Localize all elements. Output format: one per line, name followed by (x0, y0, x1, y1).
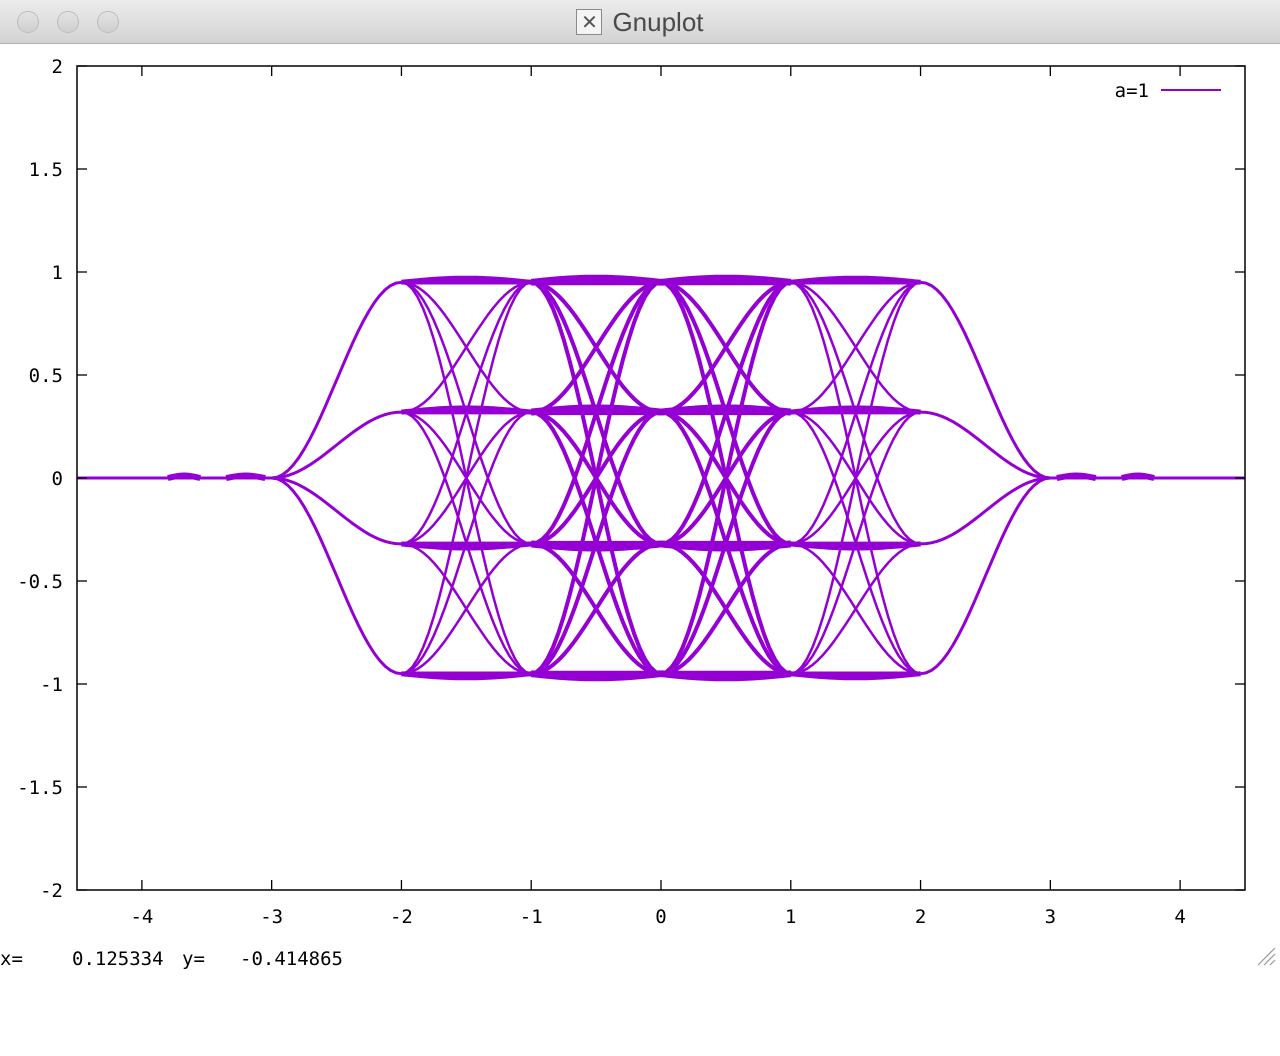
window-title: Gnuplot (612, 6, 704, 37)
close-window-button[interactable] (17, 11, 39, 33)
series-outer-fan (271, 476, 402, 546)
series-braid (530, 280, 662, 546)
plot-canvas[interactable]: -4 -3 -2 -1 0 1 2 3 4 -2 -1.5 -1 -0.5 0 0.5 1 1.5 2 a=1 (0, 44, 1280, 946)
x-tick-label: 2 (915, 906, 926, 928)
series-band (660, 540, 792, 552)
y-tick-label: 0.5 (29, 365, 63, 387)
series-braid (401, 410, 532, 675)
series-band (790, 671, 921, 681)
x-tick-label: -1 (520, 906, 543, 928)
x-tick-label: -3 (260, 906, 283, 928)
minimize-window-button[interactable] (57, 11, 79, 33)
series-band (530, 274, 662, 286)
series-braid (401, 281, 532, 546)
series-outer-fan (920, 476, 1051, 676)
y-tick-label: -1 (40, 674, 63, 696)
series-band (401, 275, 532, 285)
status-y-value: -0.414865 (240, 948, 343, 970)
y-tick-label: 1 (52, 262, 63, 284)
series-tail-lobe (225, 472, 266, 481)
y-axis-ticks: -2 -1.5 -1 -0.5 0 0.5 1 1.5 2 (17, 56, 1245, 902)
x-tick-label: 1 (785, 906, 796, 928)
legend: a=1 (1115, 80, 1221, 102)
series-band (790, 541, 921, 551)
series-outer-fan (920, 280, 1051, 480)
series-braid (660, 541, 792, 676)
series-braid (530, 410, 662, 676)
window-titlebar: ✕ Gnuplot (0, 0, 1280, 44)
series-tail-lobe (1056, 472, 1097, 481)
status-bar: x= 0.125334 y= -0.414865 (0, 946, 1280, 970)
y-tick-label: 0 (52, 468, 63, 490)
y-tick-label: 2 (52, 56, 63, 78)
series-braid (790, 281, 921, 546)
series-band (401, 405, 532, 415)
series-braid (790, 281, 921, 675)
series-band (790, 275, 921, 285)
series-braid (660, 280, 792, 676)
series-braid (401, 281, 532, 414)
series-braid (790, 542, 921, 675)
series-braid (530, 280, 662, 676)
series-band (660, 274, 792, 286)
x-tick-label: 0 (655, 906, 666, 928)
x-tick-label: 4 (1174, 906, 1185, 928)
status-y-label: y= (182, 948, 205, 970)
series-braid (660, 280, 792, 415)
series-outer-fan (920, 476, 1051, 546)
zoom-window-button[interactable] (97, 11, 119, 33)
series-outer-fan (271, 410, 402, 480)
x-tick-label: -2 (390, 906, 413, 928)
series-band (401, 671, 532, 681)
y-tick-label: -0.5 (17, 571, 63, 593)
series-tail-lobe (1121, 472, 1155, 481)
y-tick-label: -1.5 (17, 777, 63, 799)
x-axis-ticks: -4 -3 -2 -1 0 1 2 3 4 (130, 66, 1186, 928)
series-band (660, 670, 792, 682)
series-band (401, 541, 532, 551)
series-band (660, 404, 792, 416)
x-tick-label: 3 (1045, 906, 1056, 928)
series-outer-fan (271, 280, 402, 480)
x-tick-label: -4 (130, 906, 153, 928)
series-band (530, 540, 662, 552)
series-band (790, 405, 921, 415)
status-x-label: x= (0, 948, 23, 970)
series-braid (530, 541, 662, 676)
series-outer-fan (271, 476, 402, 676)
window-title-group: ✕ Gnuplot (0, 0, 1280, 44)
status-x-value: 0.125334 (72, 948, 164, 970)
series-braid (401, 542, 532, 675)
series-outer-fan (920, 410, 1051, 480)
y-tick-label: -2 (40, 880, 63, 902)
x11-icon: ✕ (576, 9, 603, 35)
series-band (530, 404, 662, 416)
series-band (530, 670, 662, 682)
series-braid (660, 410, 792, 676)
legend-label: a=1 (1115, 80, 1149, 102)
series-tail-lobe (167, 472, 201, 481)
series-braid (660, 280, 792, 546)
series-braid (401, 281, 532, 675)
resize-grip-icon[interactable] (1254, 944, 1276, 966)
series-braid (530, 280, 662, 415)
series-braid (790, 281, 921, 414)
y-tick-label: 1.5 (29, 159, 63, 181)
series-curves (77, 274, 1245, 682)
series-braid (790, 410, 921, 675)
